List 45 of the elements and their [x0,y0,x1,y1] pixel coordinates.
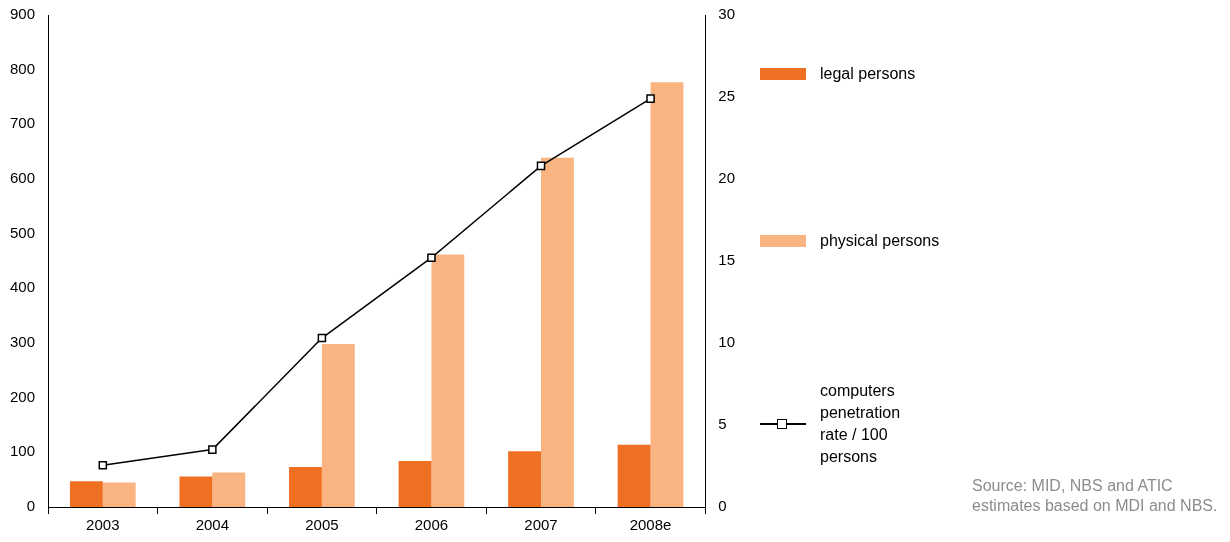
y2-tick-label: 5 [718,415,727,433]
bar [179,476,213,507]
x-tick-label: 2004 [195,516,230,534]
y-tick-label: 800 [10,59,36,77]
x-tick-label: 2007 [524,516,558,534]
bar [212,472,246,507]
bar [508,451,541,507]
point [98,460,108,470]
x-tick-label: 2005 [305,516,339,534]
y2-tick-label: 25 [718,87,735,105]
point [536,161,546,171]
x-tick-label: 2003 [86,516,120,534]
y2-tick-label: 30 [718,5,735,23]
bar [69,481,103,507]
legend-label: computers penetration rate / 100 persons [820,381,902,467]
x-tick-label: 2006 [414,516,449,534]
bar [617,444,651,507]
y-tick-label: 400 [10,278,36,296]
bar [102,482,136,507]
y-tick-label: 700 [10,114,36,132]
x-tick-label: 2008e [629,516,672,534]
bar [540,157,574,507]
bar [289,467,322,507]
y2-tick-label: 15 [718,251,735,269]
legend-label: legal persons [820,65,916,83]
y-tick-label: 100 [10,442,36,460]
point [317,333,327,343]
y-tick-label: 0 [26,497,36,515]
y-tick-label: 500 [10,223,36,241]
bar [431,254,465,507]
y-tick-label: 300 [10,333,36,351]
y2-tick-label: 10 [718,333,735,351]
bar [398,461,432,507]
bar [650,82,684,507]
point [427,253,436,263]
y-tick-label: 900 [10,5,36,23]
point [208,445,217,454]
y-tick-label: 200 [10,387,36,405]
bar [321,344,355,507]
legend-label: physical persons [820,232,940,250]
y2-tick-label: 20 [718,169,735,187]
point [646,94,655,103]
source-note: Source: MID, NBS and ATIC estimates based on MDI and NBS. [972,476,1219,516]
y2-tick-label: 0 [718,497,727,515]
y-tick-label: 600 [10,169,36,187]
